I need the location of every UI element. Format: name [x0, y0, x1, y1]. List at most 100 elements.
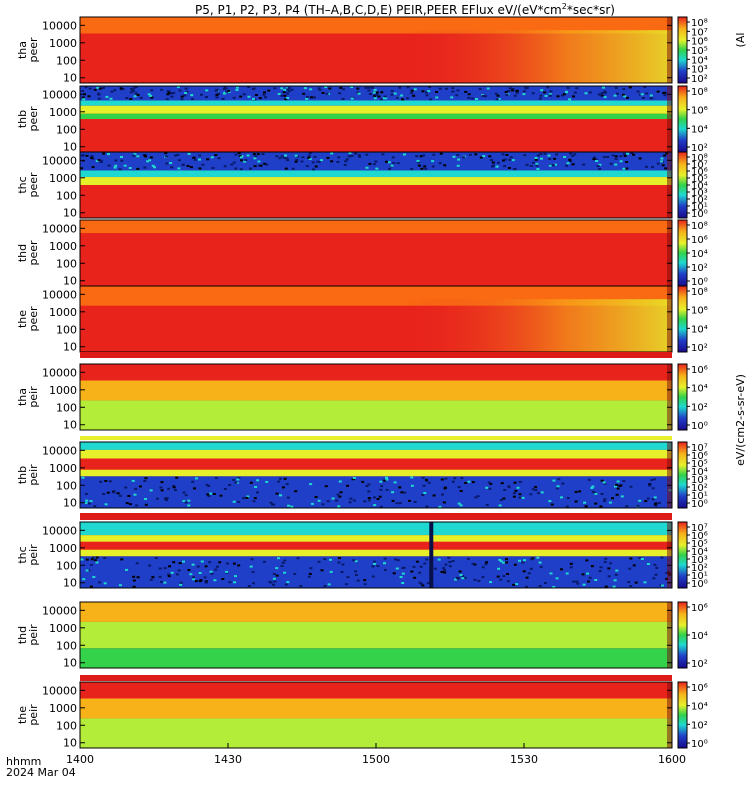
noise-speck	[395, 502, 399, 505]
noise-speck	[273, 87, 277, 90]
noise-speck	[623, 95, 627, 98]
noise-speck	[650, 97, 654, 100]
noise-speck	[153, 166, 156, 169]
noise-speck	[253, 157, 257, 160]
noise-speck	[554, 163, 557, 166]
noise-speck	[167, 90, 171, 93]
noise-speck	[128, 503, 132, 506]
noise-speck	[488, 155, 492, 158]
y-tick-label: 100	[56, 257, 77, 270]
energy-band	[80, 458, 672, 470]
noise-speck	[376, 565, 380, 567]
noise-speck	[147, 93, 151, 96]
noise-speck	[305, 95, 309, 98]
noise-speck	[401, 98, 405, 101]
noise-speck	[99, 161, 103, 164]
noise-speck	[540, 157, 543, 160]
noise-speck	[440, 570, 444, 573]
noise-speck	[569, 566, 573, 569]
noise-speck	[653, 496, 657, 499]
noise-speck	[143, 480, 147, 482]
noise-speck	[535, 162, 539, 165]
noise-speck	[406, 86, 410, 89]
noise-speck	[569, 562, 573, 565]
noise-speck	[421, 584, 425, 587]
colorbar-tick-label: 10²	[691, 720, 708, 731]
noise-speck	[415, 560, 419, 563]
noise-speck	[87, 569, 91, 572]
panel-label-probe: thc	[16, 176, 29, 193]
noise-speck	[615, 493, 619, 496]
noise-speck	[358, 155, 362, 158]
y-tick-label: 10	[63, 72, 77, 85]
noise-speck	[401, 572, 405, 575]
noise-speck	[234, 167, 238, 170]
noise-speck	[104, 480, 108, 482]
noise-speck	[410, 89, 414, 92]
noise-speck	[303, 87, 307, 90]
noise-speck	[536, 556, 540, 559]
noise-speck	[536, 154, 540, 157]
noise-speck	[417, 161, 421, 164]
noise-speck	[158, 575, 162, 578]
noise-speck	[148, 159, 152, 162]
noise-speck	[121, 88, 125, 90]
noise-speck	[125, 502, 129, 505]
energy-band	[80, 682, 672, 699]
noise-speck	[339, 86, 343, 89]
noise-speck	[644, 165, 648, 168]
noise-speck	[466, 557, 470, 560]
noise-speck	[245, 496, 249, 499]
noise-speck	[131, 87, 135, 90]
noise-speck	[400, 94, 404, 97]
noise-speck	[252, 153, 256, 156]
noise-speck	[235, 89, 239, 91]
energy-band	[80, 233, 672, 286]
colorbar-tick-label: 10²	[691, 195, 708, 206]
noise-speck	[323, 585, 327, 587]
date-label: 2024 Mar 04	[6, 766, 76, 779]
noise-speck	[529, 558, 533, 561]
noise-speck	[343, 164, 347, 166]
noise-speck	[444, 87, 448, 90]
colorbar	[677, 85, 688, 153]
noise-speck	[622, 152, 626, 155]
noise-speck	[540, 89, 544, 92]
noise-speck	[561, 482, 565, 485]
noise-speck	[217, 92, 220, 95]
noise-speck	[206, 158, 210, 161]
noise-speck	[120, 156, 123, 158]
noise-speck	[507, 90, 510, 92]
noise-speck	[551, 164, 555, 167]
noise-speck	[412, 94, 416, 97]
noise-speck	[172, 92, 176, 94]
noise-speck	[84, 86, 88, 89]
noise-speck	[566, 162, 570, 165]
noise-speck	[283, 94, 287, 97]
noise-speck	[344, 583, 348, 586]
noise-speck	[417, 164, 421, 167]
noise-speck	[441, 493, 444, 496]
noise-speck	[312, 168, 315, 171]
noise-speck	[105, 95, 109, 98]
noise-speck	[640, 93, 644, 96]
noise-speck	[321, 503, 325, 506]
noise-speck	[163, 581, 167, 584]
noise-speck	[614, 86, 618, 89]
noise-speck	[209, 570, 213, 573]
edge-column	[667, 152, 672, 218]
colorbar-tick-label: 10³	[691, 555, 708, 566]
noise-speck	[374, 160, 378, 163]
panel-label-instrument: peir	[27, 704, 40, 726]
noise-speck	[451, 87, 455, 90]
energy-band	[80, 476, 672, 508]
noise-speck	[99, 480, 103, 483]
noise-speck	[400, 491, 404, 494]
noise-speck	[481, 94, 485, 97]
noise-speck	[88, 87, 92, 90]
noise-speck	[418, 581, 422, 584]
colorbar-tick-label: 10⁶	[691, 106, 708, 117]
